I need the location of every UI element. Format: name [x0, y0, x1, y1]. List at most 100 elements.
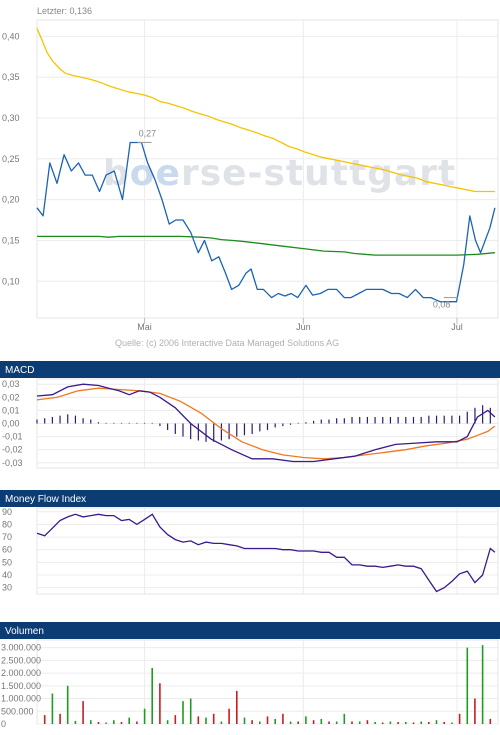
volume-bar	[466, 647, 469, 724]
volume-bar	[251, 720, 253, 724]
y-tick-label: 2.500.000	[1, 655, 41, 665]
mfi-line	[36, 513, 496, 593]
volume-bar	[243, 717, 246, 724]
ma_short-line	[37, 235, 495, 256]
volume-bar	[43, 715, 46, 724]
ma_long-line	[36, 27, 495, 193]
macd-title: MACD	[5, 365, 34, 376]
mfi-header-bar	[0, 490, 500, 507]
volume-bar	[312, 720, 315, 724]
price-x-ticks: Mai Jun Jul	[137, 318, 463, 332]
y-tick-label: -0,02	[2, 445, 23, 455]
y-tick-label: -0,01	[2, 432, 23, 442]
x-tick-label: Jun	[296, 322, 311, 332]
volume-bar	[366, 720, 369, 724]
volume-bar	[205, 717, 207, 724]
macd-panel: MACD 0,03 0,02 0,01 0,00 -0,01 -0,02 -0,03	[0, 361, 500, 469]
svg-text:boerse-stuttgart: boerse-stuttgart	[103, 153, 456, 194]
x-tick-label: Jul	[451, 322, 463, 332]
volume-bar	[90, 720, 92, 724]
y-tick-label: 60	[2, 545, 12, 555]
volume-bar	[66, 685, 69, 724]
volume-bar	[405, 722, 407, 724]
y-tick-label: 0,10	[2, 276, 20, 286]
volume-bar	[397, 722, 399, 724]
mfi-title: Money Flow Index	[5, 494, 86, 505]
y-tick-label: 500.000	[1, 706, 34, 716]
price-annotations: 0,27 0,08	[137, 128, 458, 310]
y-tick-label: 70	[2, 532, 12, 542]
y-tick-label: 30	[2, 583, 12, 593]
volume-gridlines	[36, 639, 499, 725]
volume-bar	[412, 722, 415, 724]
volume-bar	[51, 693, 54, 724]
volume-bar	[189, 698, 192, 724]
macd-series	[36, 383, 496, 463]
volume-bars	[43, 645, 492, 724]
y-tick-label: 3.000.000	[1, 643, 41, 653]
volume-bar	[136, 721, 138, 724]
y-tick-label: 90	[2, 507, 12, 517]
volume-bar	[451, 722, 453, 724]
macd-line	[36, 383, 496, 463]
volume-bar	[289, 721, 292, 724]
volume-bar	[335, 721, 338, 724]
volume-bar	[159, 683, 161, 724]
mfi-y-ticks: 90 80 70 60 50 40 30	[2, 507, 12, 593]
volume-bar	[259, 721, 261, 724]
last-price-label: Letzter: 0,136	[37, 6, 92, 16]
volume-bar	[151, 668, 153, 724]
plot-frame	[36, 19, 499, 319]
y-tick-label: 0,40	[2, 31, 20, 41]
volume-bar	[305, 716, 307, 724]
volume-y-ticks: 3.000.000 2.500.000 2.000.000 1.500.000 1.00…	[1, 643, 41, 729]
y-tick-label: 0,30	[2, 113, 20, 123]
watermark: boerse-stuttgart	[103, 153, 456, 194]
price-y-ticks: 0,10 0,15 0,20 0,25 0,30 0,35 0,40	[2, 31, 20, 286]
volume-bar	[389, 721, 392, 724]
mfi-series	[36, 513, 496, 593]
y-tick-label: 0,02	[2, 392, 20, 402]
y-tick-label: 50	[2, 557, 12, 567]
x-tick-label: Mai	[137, 322, 152, 332]
volume-bar	[143, 708, 146, 724]
volume-bar	[182, 701, 184, 724]
volume-bar	[128, 717, 130, 724]
y-tick-label: 0	[1, 719, 6, 729]
volume-bar	[481, 645, 484, 724]
volume-bar	[197, 716, 200, 724]
volume-bar	[282, 713, 284, 724]
y-tick-label: 40	[2, 570, 12, 580]
y-tick-label: 0,35	[2, 72, 20, 82]
y-tick-label: 0,01	[2, 405, 20, 415]
volume-bar	[105, 722, 107, 724]
volume-bar	[343, 713, 346, 724]
volume-bar	[236, 690, 238, 724]
macd-header-bar	[0, 361, 500, 378]
volume-bar	[381, 722, 384, 724]
volume-bar	[443, 722, 445, 724]
volume-bar	[120, 722, 123, 724]
volume-bar	[420, 721, 422, 724]
y-tick-label: 0,00	[2, 419, 20, 429]
volume-bar	[474, 698, 476, 724]
volume-bar	[97, 722, 100, 724]
volume-bar	[113, 720, 115, 724]
volume-bar	[458, 713, 461, 724]
y-tick-label: 1.500.000	[1, 681, 41, 691]
price-panel: Letzter: 0,136 boerse-stuttgart 0,27 0,08…	[0, 0, 500, 356]
volume-bar	[489, 718, 492, 724]
y-tick-label: 1.000.000	[1, 694, 41, 704]
min-annotation: 0,08	[433, 300, 451, 310]
volume-bar	[274, 718, 276, 724]
volume-title: Volumen	[5, 626, 44, 637]
volume-bar	[82, 701, 84, 724]
watermark-part-3: rse-stuttgart	[181, 153, 456, 194]
y-tick-label: 0,25	[2, 154, 20, 164]
volume-bar	[351, 721, 353, 724]
volume-bar	[266, 716, 269, 724]
plot-frame	[36, 507, 499, 595]
mfi-gridlines	[36, 507, 499, 595]
source-label: Quelle: (c) 2006 Interactive Data Manage…	[115, 338, 339, 348]
